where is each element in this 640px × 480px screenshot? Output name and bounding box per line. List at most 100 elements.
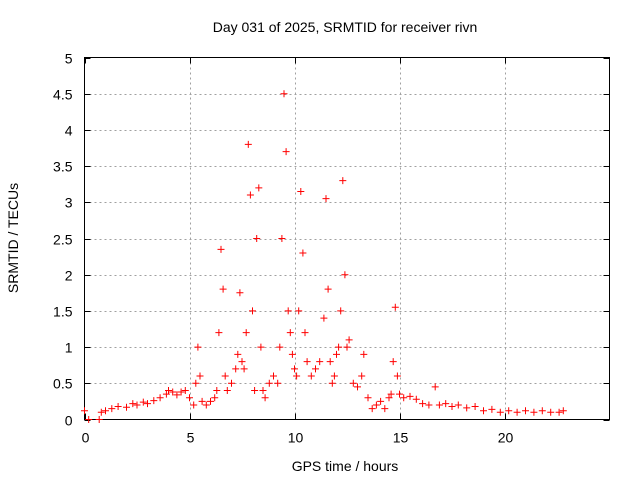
data-point [238, 358, 246, 366]
data-point [221, 372, 229, 380]
data-point [261, 394, 269, 402]
data-point [385, 394, 393, 402]
data-point [354, 383, 361, 391]
data-point [114, 402, 122, 410]
data-point [400, 394, 408, 402]
data-point [284, 307, 292, 315]
data-point [360, 350, 368, 358]
data-point [471, 402, 479, 410]
data-point [177, 388, 185, 396]
data-point [538, 407, 546, 415]
data-point [425, 401, 433, 409]
y-tick-label: 1 [65, 340, 73, 356]
data-point [217, 245, 225, 253]
y-tick-label: 0.5 [53, 376, 73, 392]
x-tick-label: 20 [498, 430, 514, 446]
grid-layer [84, 57, 610, 420]
data-point [297, 187, 305, 195]
data-point [322, 195, 330, 203]
data-point [435, 401, 443, 409]
data-point [240, 365, 248, 373]
data-point [364, 394, 372, 402]
data-point [190, 401, 198, 409]
data-point [333, 350, 340, 358]
tick-layer: 0 0.5 1 1.5 2 2.5 3 3.5 4 4.5 5 0 5 10 15 20 [53, 51, 610, 446]
data-point [194, 343, 202, 351]
data-point [406, 392, 414, 400]
data-points [81, 90, 567, 423]
data-point [496, 408, 504, 416]
data-point [162, 390, 170, 398]
y-tick-label: 2.5 [53, 232, 73, 248]
data-point [448, 402, 456, 410]
data-point [307, 372, 315, 380]
data-point [139, 398, 147, 406]
data-point [246, 191, 254, 199]
data-point [196, 372, 204, 380]
data-point [358, 372, 366, 380]
data-point [255, 184, 263, 192]
data-point [396, 390, 403, 398]
data-point [85, 416, 93, 423]
data-point [345, 336, 353, 344]
data-point [372, 401, 380, 409]
y-tick-label: 4 [65, 123, 73, 139]
data-point [339, 177, 347, 185]
data-point [286, 329, 294, 337]
data-point [295, 307, 303, 315]
data-point [419, 400, 427, 408]
y-tick-label: 1.5 [53, 304, 73, 320]
data-point [81, 407, 88, 415]
data-point [301, 329, 309, 337]
data-point [228, 379, 235, 387]
data-point [326, 358, 334, 366]
data-point [288, 350, 296, 358]
data-point [381, 405, 389, 413]
data-point [244, 140, 252, 148]
data-point [276, 343, 284, 351]
data-point [219, 285, 227, 293]
data-point [234, 350, 242, 358]
data-point [522, 407, 529, 415]
data-point [274, 379, 282, 387]
data-point [249, 307, 256, 315]
data-point [144, 400, 151, 408]
data-point [186, 394, 193, 402]
data-point [108, 405, 116, 413]
y-tick-label: 5 [65, 51, 73, 67]
data-point [463, 404, 471, 412]
data-point [242, 329, 250, 337]
data-point [95, 416, 103, 423]
data-point [328, 379, 336, 387]
data-point [102, 407, 109, 415]
data-point [215, 329, 223, 337]
data-point [291, 365, 298, 373]
data-point [303, 358, 311, 366]
chart-title: Day 031 of 2025, SRMTID for receiver riv… [213, 19, 478, 35]
data-point [324, 285, 332, 293]
data-point [389, 358, 397, 366]
data-point [442, 400, 450, 408]
data-point [265, 379, 273, 387]
data-point [198, 397, 206, 405]
data-point [555, 408, 563, 416]
x-tick-label: 0 [82, 430, 90, 446]
data-point [488, 405, 496, 413]
data-point [454, 401, 462, 409]
data-point [133, 401, 141, 409]
data-point [257, 343, 265, 351]
data-point [349, 379, 357, 387]
data-point [299, 249, 307, 257]
y-tick-label: 3 [65, 195, 73, 211]
data-point [412, 395, 420, 403]
data-point [223, 387, 231, 395]
data-point [505, 407, 513, 415]
data-point [377, 397, 385, 405]
y-tick-label: 3.5 [53, 159, 73, 175]
data-point [280, 90, 288, 98]
data-point [129, 400, 137, 408]
data-point [393, 372, 401, 380]
data-point [123, 403, 130, 411]
data-point [391, 303, 399, 311]
